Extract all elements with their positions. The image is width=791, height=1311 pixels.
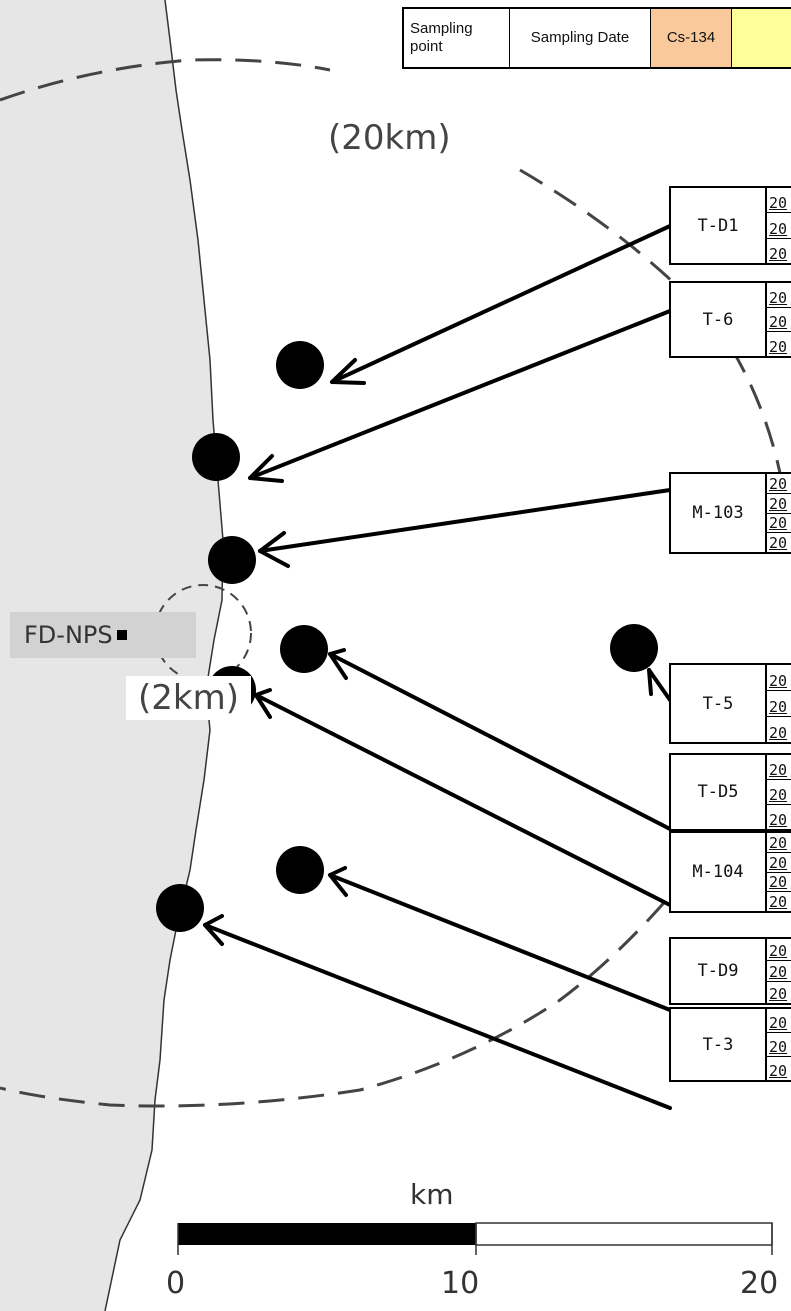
- date-row: 20: [767, 188, 791, 214]
- point-box-m-104[interactable]: M-104 20 20 20 20: [669, 831, 791, 913]
- header-sampling-date: Sampling Date: [510, 9, 651, 67]
- point-label: T-6: [671, 283, 767, 356]
- date-row: 20: [767, 474, 791, 494]
- arrow-t-5: [647, 668, 672, 702]
- date-row: 20: [767, 213, 791, 239]
- date-row: 20: [767, 691, 791, 717]
- point-box-t-6[interactable]: T-6 20 20 20: [669, 281, 791, 358]
- arrow-t-3: [203, 914, 672, 1110]
- date-row: 20: [767, 939, 791, 961]
- point-box-t-3[interactable]: T-3 20 20 20: [669, 1007, 791, 1082]
- plant-marker-icon: [116, 630, 127, 640]
- dot-m-103[interactable]: [208, 536, 256, 584]
- label-fd-nps: FD-NPS: [10, 612, 196, 658]
- date-row: 20: [769, 338, 788, 357]
- scale-tick-0: 0: [166, 1266, 186, 1301]
- arrow-m-104: [254, 688, 672, 907]
- table-header: Sampling point Sampling Date Cs-134: [402, 7, 791, 69]
- point-label: M-103: [671, 474, 767, 552]
- point-box-m-103[interactable]: M-103 20 20 20 20: [669, 472, 791, 554]
- scale-bar: [177, 1222, 773, 1255]
- date-row: 20: [767, 514, 791, 534]
- date-row: 20: [767, 665, 791, 691]
- date-row: 20: [769, 893, 788, 911]
- date-row: 20: [767, 283, 791, 308]
- point-box-t-d5[interactable]: T-D5 20 20 20: [669, 753, 791, 831]
- date-row: 20: [769, 244, 788, 263]
- header-cs134: Cs-134: [651, 9, 732, 67]
- arrow-t-d9: [328, 866, 672, 1012]
- label-2km: (2km): [126, 676, 251, 720]
- point-label: T-5: [671, 665, 767, 742]
- dot-t-3[interactable]: [156, 884, 204, 932]
- point-label: T-D9: [671, 939, 767, 1003]
- date-row: 20: [767, 961, 791, 983]
- dot-t-5[interactable]: [610, 624, 658, 672]
- arrow-t-d1: [330, 224, 672, 385]
- date-row: 20: [767, 755, 791, 780]
- scale-unit: km: [410, 1178, 454, 1211]
- dot-t-6[interactable]: [192, 433, 240, 481]
- date-row: 20: [769, 724, 788, 742]
- point-box-t-5[interactable]: T-5 20 20 20: [669, 663, 791, 744]
- header-next: [732, 9, 791, 67]
- date-row: 20: [769, 985, 788, 1004]
- point-label: T-D5: [671, 755, 767, 829]
- dot-t-d9[interactable]: [276, 846, 324, 894]
- date-row: 20: [767, 833, 791, 853]
- date-row: 20: [769, 1062, 788, 1080]
- point-label: M-104: [671, 833, 767, 911]
- date-row: 20: [767, 873, 791, 893]
- point-label: T-D1: [671, 188, 767, 263]
- dot-t-d1[interactable]: [276, 341, 324, 389]
- arrow-t-6: [248, 309, 672, 483]
- label-fd-nps-text: FD-NPS: [24, 621, 113, 649]
- date-row: 20: [767, 1009, 791, 1033]
- date-row: 20: [767, 853, 791, 873]
- label-20km: (20km): [328, 118, 451, 158]
- scale-tick-20: 20: [740, 1266, 779, 1301]
- date-row: 20: [769, 534, 788, 552]
- date-row: 20: [767, 780, 791, 805]
- arrow-t-d5: [328, 648, 672, 831]
- point-box-t-d1[interactable]: T-D1 20 20 20: [669, 186, 791, 265]
- point-label: T-3: [671, 1009, 767, 1080]
- arrow-m-103: [258, 488, 672, 568]
- scale-tick-10: 10: [441, 1266, 480, 1301]
- dot-t-d5[interactable]: [280, 625, 328, 673]
- date-row: 20: [767, 308, 791, 333]
- point-box-t-d9[interactable]: T-D9 20 20 20: [669, 937, 791, 1005]
- date-row: 20: [769, 811, 788, 829]
- header-sampling-point: Sampling point: [404, 9, 510, 67]
- date-row: 20: [767, 1033, 791, 1057]
- date-row: 20: [767, 494, 791, 514]
